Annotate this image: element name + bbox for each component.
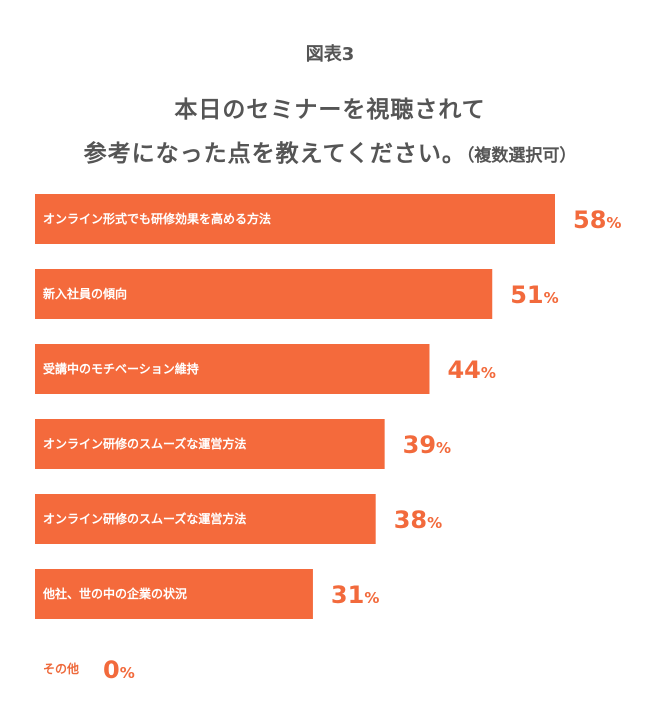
figure-label: 図表3	[305, 44, 355, 65]
percent-unit: %	[544, 289, 559, 307]
bar-value-label: 0%	[103, 656, 135, 684]
chart-title-note: （複数選択可）	[465, 146, 577, 166]
bar	[35, 419, 385, 469]
percent-unit: %	[364, 589, 379, 607]
bar-value-label: 38%	[394, 506, 442, 534]
percent-unit: %	[436, 439, 451, 457]
bar-category-label: オンライン研修のスムーズな運営方法	[43, 511, 246, 526]
bar-value-label: 51%	[510, 281, 558, 309]
bar-category-label: 他社、世の中の企業の状況	[42, 586, 187, 601]
bar-value-label: 31%	[331, 581, 379, 609]
bar	[35, 194, 555, 244]
bar-value-label: 39%	[403, 431, 451, 459]
percent-unit: %	[120, 664, 135, 682]
bar	[35, 494, 376, 544]
bar-category-label: オンライン研修のスムーズな運営方法	[43, 436, 246, 451]
bar	[35, 569, 313, 619]
percent-unit: %	[606, 214, 621, 232]
bar-category-label: 受講中のモチベーション維持	[43, 361, 199, 376]
chart-title-line-1: 本日のセミナーを視聴されて	[174, 97, 486, 123]
bar	[35, 344, 430, 394]
bar	[35, 269, 493, 319]
bar-value-label: 44%	[447, 356, 495, 384]
bar-category-label: オンライン形式でも研修効果を高める方法	[43, 211, 271, 226]
chart-title-line-2: 参考になった点を教えてください。（複数選択可）	[0, 134, 660, 168]
percent-unit: %	[427, 514, 442, 532]
percent-unit: %	[481, 364, 496, 382]
chart-title-main: 参考になった点を教えてください。	[83, 141, 466, 167]
bar-category-label: 新入社員の傾向	[43, 286, 127, 301]
bar-value-label: 58%	[573, 206, 621, 234]
bar-category-label: その他	[43, 661, 79, 676]
